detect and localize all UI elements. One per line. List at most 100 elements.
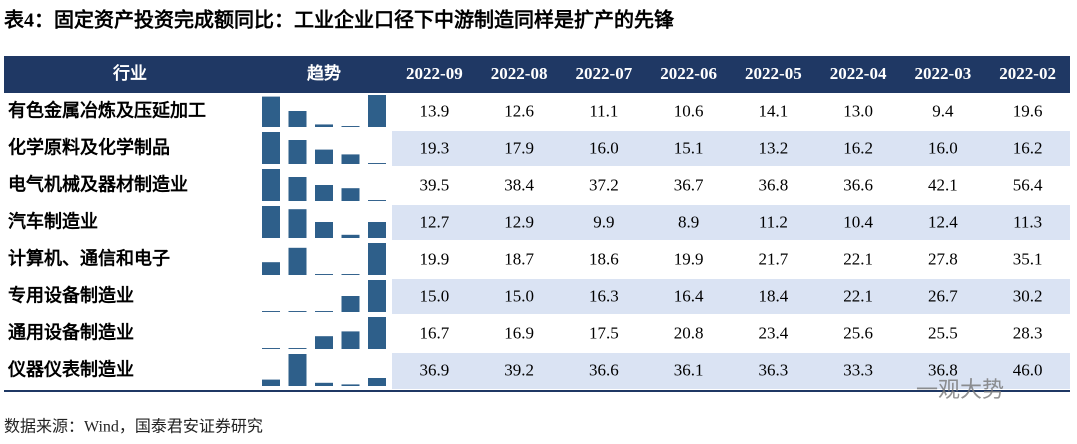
trend-bar	[368, 243, 386, 275]
value-cell: 33.3	[843, 360, 873, 379]
value-cell: 36.6	[589, 360, 619, 379]
value-cell: 11.1	[589, 101, 618, 120]
value-cell: 19.9	[674, 249, 704, 268]
header-cell: 2022-02	[999, 64, 1056, 83]
trend-bar	[262, 348, 280, 349]
trend-bar	[262, 262, 280, 275]
trend-bar	[368, 200, 386, 201]
value-cell: 19.6	[1013, 101, 1043, 120]
value-cell: 36.1	[674, 360, 704, 379]
trend-bar	[341, 188, 360, 201]
value-cell: 37.2	[589, 175, 619, 194]
trend-bar	[368, 222, 386, 238]
value-cell: 18.7	[504, 249, 534, 268]
value-cell: 36.6	[843, 175, 873, 194]
header-cell: 2022-03	[915, 64, 972, 83]
header-cell: 2022-07	[576, 64, 633, 83]
value-cell: 16.3	[589, 286, 619, 305]
header-cell: 2022-09	[406, 64, 463, 83]
trend-bar	[288, 354, 307, 386]
header-bg	[4, 56, 1070, 93]
industry: 电气机械及器材制造业	[8, 174, 188, 195]
value-cell: 26.7	[928, 286, 958, 305]
trend-bar	[315, 124, 333, 127]
trend-bar	[368, 317, 386, 349]
value-cell: 16.2	[843, 138, 873, 157]
value-cell: 27.8	[928, 249, 958, 268]
title: 表4：固定资产投资完成额同比：工业企业口径下中游制造同样是扩产的先锋	[4, 8, 675, 32]
industry: 仪器仪表制造业	[7, 359, 134, 380]
row-bg	[392, 278, 1070, 315]
header-cell: 行业	[112, 63, 147, 83]
source: 数据来源：Wind，国泰君安证券研究	[4, 418, 263, 436]
value-cell: 22.1	[843, 286, 873, 305]
industry: 通用设备制造业	[8, 322, 134, 343]
value-cell: 36.8	[928, 360, 958, 379]
value-cell: 56.4	[1013, 175, 1043, 194]
value-cell: 11.3	[1013, 212, 1042, 231]
value-cell: 15.1	[674, 138, 704, 157]
value-cell: 23.4	[759, 323, 789, 342]
value-cell: 42.1	[928, 175, 958, 194]
value-cell: 12.4	[928, 212, 958, 231]
trend-bar	[315, 222, 333, 238]
industry: 计算机、通信和电子	[8, 248, 170, 269]
trend-bar	[288, 311, 307, 312]
value-cell: 36.7	[674, 175, 704, 194]
industry: 汽车制造业	[8, 211, 98, 232]
value-cell: 18.6	[589, 249, 619, 268]
value-cell: 12.7	[420, 212, 450, 231]
value-cell: 10.6	[674, 101, 704, 120]
trend-bar	[288, 348, 307, 349]
value-cell: 18.4	[759, 286, 789, 305]
trend-bar	[315, 336, 333, 349]
trend-bar	[262, 132, 280, 164]
value-cell: 12.6	[504, 101, 534, 120]
value-cell: 17.9	[504, 138, 534, 157]
value-cell: 16.2	[1013, 138, 1043, 157]
value-cell: 8.9	[678, 212, 699, 231]
value-cell: 10.4	[843, 212, 873, 231]
value-cell: 38.4	[504, 175, 534, 194]
header-cell: 2022-04	[830, 64, 887, 83]
trend-bar	[368, 378, 386, 386]
value-cell: 36.9	[420, 360, 450, 379]
value-cell: 36.8	[759, 175, 789, 194]
value-cell: 20.8	[674, 323, 704, 342]
value-cell: 11.2	[759, 212, 788, 231]
value-cell: 25.6	[843, 323, 873, 342]
trend-bar	[341, 331, 360, 349]
trend-bar	[315, 274, 333, 275]
trend-bar	[341, 154, 360, 164]
trend-bar	[262, 96, 280, 127]
trend-bar	[315, 382, 333, 386]
watermark: 一观大势	[916, 377, 1004, 402]
trend-bar	[341, 296, 360, 312]
value-cell: 9.9	[593, 212, 614, 231]
row-bg	[392, 130, 1070, 167]
trend-bar	[341, 274, 360, 275]
value-cell: 16.7	[420, 323, 450, 342]
trend-bar	[341, 126, 360, 127]
value-cell: 19.3	[420, 138, 450, 157]
value-cell: 19.9	[420, 249, 450, 268]
trend-bar	[288, 209, 307, 238]
trend-bar	[315, 149, 333, 164]
industry: 化学原料及化学制品	[8, 137, 170, 158]
trend-bar	[262, 379, 280, 386]
trend-bar	[288, 111, 307, 127]
value-cell: 13.2	[759, 138, 789, 157]
value-cell: 46.0	[1013, 360, 1043, 379]
trend-bar	[341, 234, 360, 238]
header-cell: 2022-08	[491, 64, 548, 83]
header-cell: 2022-05	[745, 64, 802, 83]
trend-bar	[288, 140, 307, 164]
header-cell: 趋势	[307, 63, 341, 83]
value-cell: 36.3	[759, 360, 789, 379]
trend-bar	[368, 280, 386, 312]
value-cell: 16.0	[589, 138, 619, 157]
value-cell: 17.5	[589, 323, 619, 342]
value-cell: 9.4	[932, 101, 954, 120]
value-cell: 13.9	[420, 101, 450, 120]
